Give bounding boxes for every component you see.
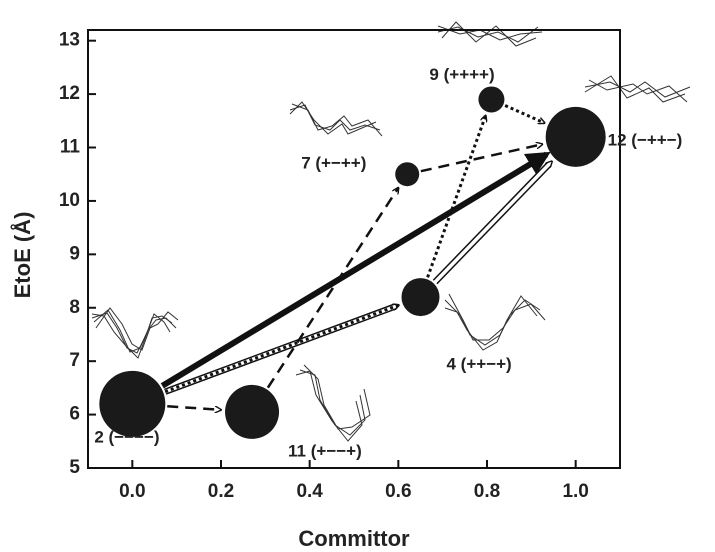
- state-node: [478, 86, 505, 113]
- node-label: 11 (+−−+): [288, 441, 362, 460]
- node-label: 4 (++−+): [447, 355, 512, 374]
- y-tick-label: 6: [69, 404, 80, 425]
- x-axis-title: Committor: [298, 526, 410, 551]
- x-tick-label: 0.0: [119, 481, 145, 502]
- arrow: [432, 161, 548, 281]
- node-label: 7 (+−++): [301, 154, 366, 173]
- state-node: [401, 278, 440, 317]
- x-tick-label: 0.2: [208, 481, 234, 502]
- state-node: [99, 370, 166, 437]
- x-tick-label: 0.6: [385, 481, 411, 502]
- y-tick-label: 7: [69, 350, 80, 371]
- y-tick-label: 8: [69, 297, 80, 318]
- arrow: [420, 144, 543, 173]
- x-tick-label: 0.4: [296, 481, 323, 502]
- arrow: [266, 188, 399, 389]
- x-tick-label: 1.0: [562, 481, 588, 502]
- state-node: [395, 162, 420, 187]
- y-tick-label: 5: [69, 457, 80, 478]
- x-tick-label: 0.8: [474, 481, 500, 502]
- arrow: [436, 165, 552, 285]
- node-label: 9 (++++): [429, 65, 494, 84]
- y-tick-label: 11: [60, 137, 81, 158]
- node-label: 2 (−−−−): [94, 427, 159, 446]
- arrow: [504, 104, 544, 125]
- arrow: [167, 404, 221, 410]
- node-label: 12 (−++−): [608, 130, 683, 149]
- y-tick-label: 10: [59, 190, 80, 211]
- arrow: [164, 305, 399, 394]
- state-node: [545, 106, 606, 167]
- y-tick-label: 12: [59, 83, 80, 104]
- y-tick-label: 13: [59, 30, 80, 51]
- plot-frame: [87, 29, 621, 469]
- arrow: [160, 151, 551, 389]
- arrow: [165, 308, 397, 395]
- arrow-head: [551, 161, 552, 162]
- arrow: [426, 115, 486, 278]
- arrow: [164, 303, 395, 391]
- structure-images: [91, 21, 691, 442]
- y-tick-label: 9: [69, 243, 80, 264]
- y-axis-title: EtoE (Å): [9, 212, 35, 299]
- state-node: [225, 384, 280, 439]
